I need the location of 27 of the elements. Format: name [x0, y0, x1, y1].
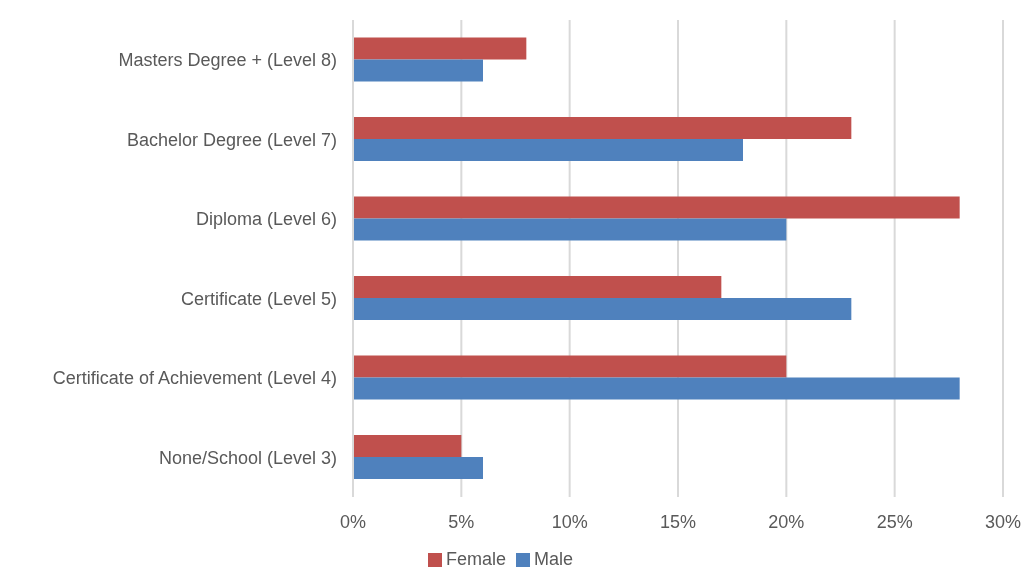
- bar: [353, 218, 787, 241]
- bar: [353, 434, 462, 457]
- bar: [353, 59, 483, 82]
- bar: [353, 37, 527, 60]
- x-tick-label: 10%: [551, 511, 588, 532]
- x-tick-label: 20%: [768, 511, 805, 532]
- y-tick-label: Diploma (Level 6): [195, 209, 337, 230]
- bar: [353, 377, 960, 400]
- bar: [353, 297, 852, 320]
- y-tick-label: Masters Degree + (Level 8): [118, 50, 337, 71]
- bar: [353, 138, 743, 161]
- bar: [353, 355, 787, 378]
- x-tick-label: 15%: [659, 511, 697, 532]
- legend-label: Female: [445, 549, 506, 569]
- y-tick-label: Certificate of Achievement (Level 4): [52, 368, 337, 389]
- x-tick-label: 25%: [876, 511, 913, 532]
- bar: [353, 275, 722, 298]
- y-tick-label: None/School (Level 3): [158, 447, 337, 468]
- y-tick-label: Certificate (Level 5): [180, 288, 337, 309]
- x-tick-label: 5%: [448, 511, 475, 532]
- bar: [353, 116, 852, 139]
- x-tick-label: 30%: [984, 511, 1022, 532]
- legend-label: Male: [534, 549, 574, 569]
- y-tick-label: Bachelor Degree (Level 7): [126, 129, 337, 150]
- bar: [353, 196, 960, 219]
- x-tick-label: 0%: [339, 511, 367, 532]
- bar: [353, 456, 483, 479]
